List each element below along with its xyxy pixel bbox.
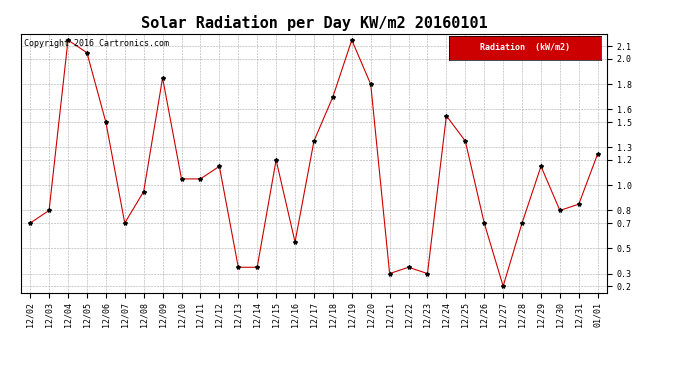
Text: Copyright 2016 Cartronics.com: Copyright 2016 Cartronics.com (23, 39, 168, 48)
Title: Solar Radiation per Day KW/m2 20160101: Solar Radiation per Day KW/m2 20160101 (141, 15, 487, 31)
